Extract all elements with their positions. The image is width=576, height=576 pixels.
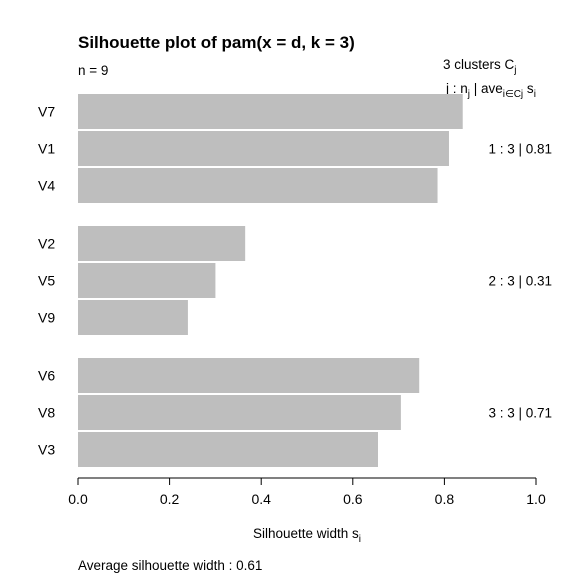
cluster-summary-3: 3 : 3 | 0.71 — [488, 406, 552, 421]
bar-v1 — [78, 131, 449, 166]
legend-line-2: j : nj | avei∈Cj si — [445, 81, 536, 100]
row-label-v7: V7 — [38, 104, 55, 120]
legend-line-1: 3 clusters Cj — [443, 57, 517, 76]
row-label-v2: V2 — [38, 236, 55, 252]
cluster-summary-1: 1 : 3 | 0.81 — [488, 142, 552, 157]
bar-v4 — [78, 168, 438, 203]
bar-v7 — [78, 94, 463, 129]
cluster-summaries-group: 1 : 3 | 0.81 2 : 3 | 0.31 3 : 3 | 0.71 — [488, 142, 552, 421]
x-tick-label: 0.2 — [160, 491, 180, 507]
x-tick-label: 1.0 — [526, 491, 546, 507]
bar-v6 — [78, 358, 420, 393]
x-axis-label: Silhouette width si — [253, 526, 361, 545]
row-labels-group: V7 V1 V4 V2 V5 V9 V6 V8 V3 — [38, 104, 55, 458]
x-axis: 0.0 0.2 0.4 0.6 0.8 1.0 — [68, 477, 546, 507]
bar-v2 — [78, 226, 246, 261]
row-label-v8: V8 — [38, 405, 55, 421]
bar-v3 — [78, 432, 378, 467]
cluster-summary-2: 2 : 3 | 0.31 — [488, 274, 552, 289]
row-label-v5: V5 — [38, 273, 55, 289]
row-label-v4: V4 — [38, 178, 55, 194]
bars-group — [78, 94, 463, 467]
chart-title: Silhouette plot of pam(x = d, k = 3) — [78, 33, 355, 52]
x-tick-label: 0.0 — [68, 491, 88, 507]
bar-v8 — [78, 395, 401, 430]
bar-v5 — [78, 263, 216, 298]
row-label-v3: V3 — [38, 442, 55, 458]
average-silhouette-width: Average silhouette width : 0.61 — [78, 558, 262, 573]
x-tick-label: 0.8 — [435, 491, 455, 507]
x-tick-label: 0.6 — [343, 491, 363, 507]
n-label: n = 9 — [78, 63, 108, 78]
bar-v9 — [78, 300, 188, 335]
row-label-v9: V9 — [38, 310, 55, 326]
row-label-v6: V6 — [38, 368, 55, 384]
x-tick-label: 0.4 — [251, 491, 271, 507]
row-label-v1: V1 — [38, 141, 55, 157]
